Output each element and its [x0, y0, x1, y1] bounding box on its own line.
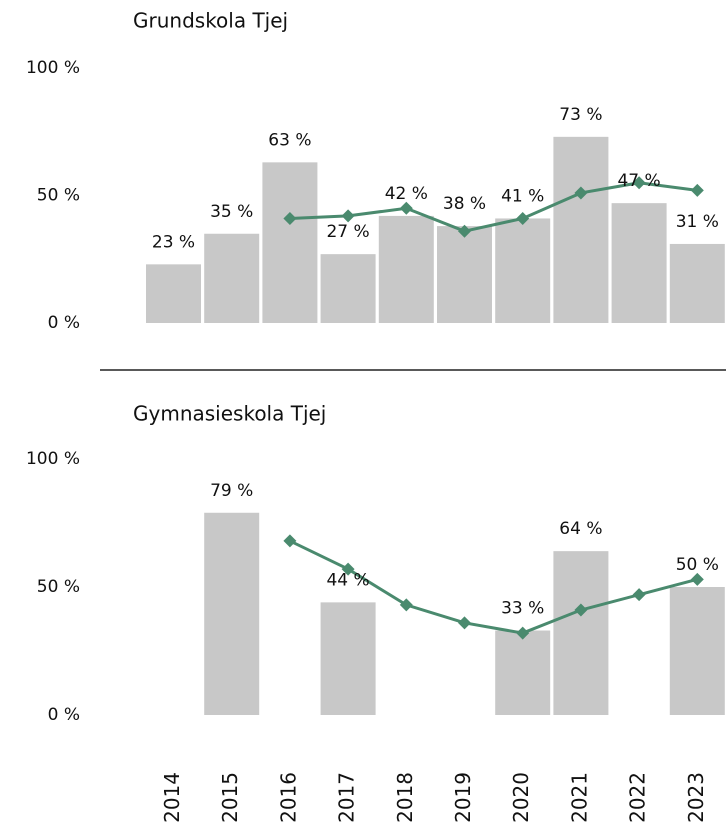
- y-tick-label: 0 %: [48, 705, 80, 725]
- bar: [204, 233, 260, 323]
- line-marker: [690, 183, 704, 197]
- bar: [669, 587, 725, 715]
- value-label: 79 %: [210, 481, 253, 501]
- chart-title: Gymnasieskola Tjej: [133, 402, 326, 426]
- bar: [437, 226, 492, 323]
- value-label: 42 %: [385, 184, 428, 204]
- value-label: 73 %: [559, 105, 602, 125]
- y-tick-label: 100 %: [26, 449, 80, 469]
- line-marker: [632, 176, 646, 190]
- x-tick-label: 2018: [393, 772, 417, 823]
- value-label: 50 %: [676, 555, 719, 575]
- bar: [378, 215, 434, 323]
- x-tick-label: 2016: [276, 772, 300, 823]
- value-label: 41 %: [501, 186, 544, 206]
- bar: [320, 254, 376, 323]
- chart-title: Grundskola Tjej: [133, 9, 288, 33]
- x-tick-label: 2019: [451, 772, 475, 823]
- value-label: 33 %: [501, 599, 544, 619]
- value-label: 35 %: [210, 202, 253, 222]
- value-label: 38 %: [443, 194, 486, 214]
- x-tick-label: 2015: [218, 772, 242, 823]
- y-tick-label: 100 %: [26, 58, 80, 78]
- value-label: 47 %: [617, 171, 660, 191]
- bar: [553, 551, 609, 715]
- x-tick-label: 2021: [567, 772, 591, 823]
- y-tick-label: 0 %: [48, 313, 80, 333]
- y-tick-label: 50 %: [37, 577, 80, 597]
- bar: [669, 243, 725, 323]
- bar: [495, 218, 551, 323]
- line-marker: [458, 224, 471, 238]
- bar: [320, 602, 376, 715]
- line-marker: [341, 209, 355, 223]
- x-tick-label: 2017: [335, 772, 359, 823]
- value-label: 23 %: [152, 232, 195, 252]
- line-marker: [516, 626, 530, 640]
- bar: [553, 136, 609, 323]
- line: [289, 181, 698, 233]
- line-marker: [399, 598, 413, 612]
- value-label: 44 %: [326, 570, 369, 590]
- bar: [611, 203, 667, 323]
- line-marker: [341, 562, 355, 576]
- x-tick-label: 2014: [160, 772, 184, 823]
- value-label: 64 %: [559, 519, 602, 539]
- line-marker: [283, 534, 297, 548]
- bar: [495, 630, 551, 715]
- line-marker: [516, 211, 530, 225]
- value-label: 31 %: [676, 212, 719, 232]
- line-marker: [399, 201, 413, 215]
- line-marker: [574, 603, 588, 617]
- y-tick-label: 50 %: [37, 186, 80, 206]
- line-marker: [690, 572, 704, 586]
- x-tick-label: 2022: [626, 772, 650, 823]
- bar: [262, 162, 318, 323]
- value-label: 63 %: [268, 130, 311, 150]
- line-marker: [632, 588, 646, 602]
- line-marker: [458, 616, 471, 630]
- x-tick-label: 2020: [509, 772, 533, 823]
- x-tick-label: 2023: [684, 772, 708, 823]
- bar: [146, 264, 201, 323]
- bar: [204, 512, 260, 715]
- value-label: 27 %: [326, 222, 369, 242]
- line: [289, 539, 698, 635]
- line-marker: [283, 211, 297, 225]
- line-marker: [574, 186, 588, 200]
